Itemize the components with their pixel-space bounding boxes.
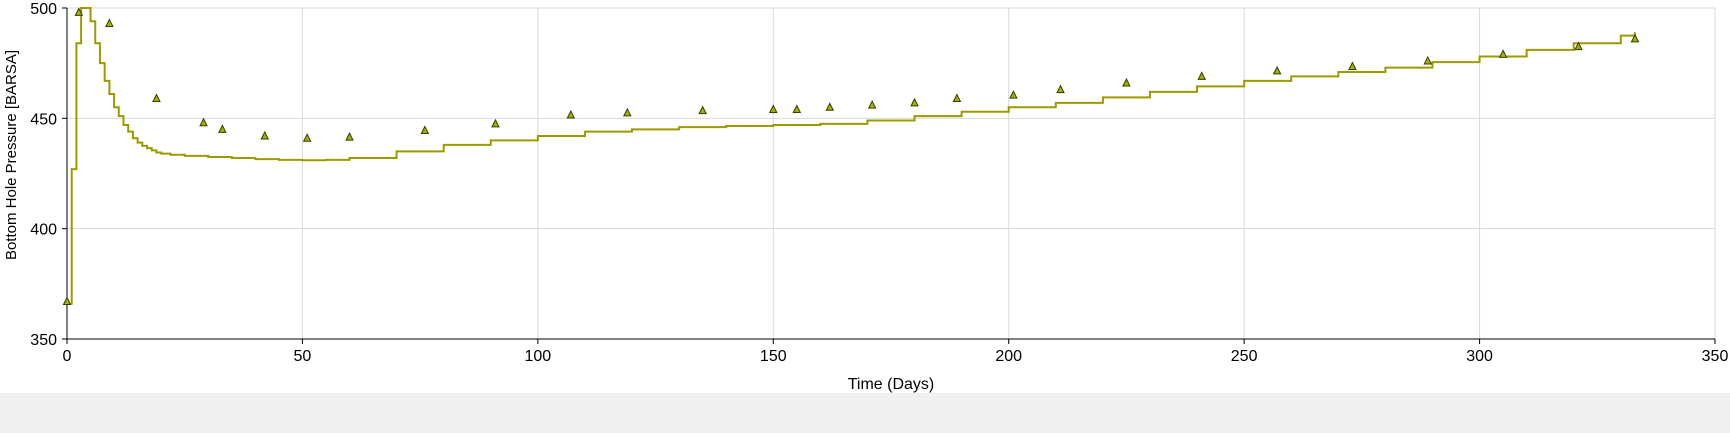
observed-pressure-marker [952, 93, 962, 102]
series-markers [62, 7, 1640, 305]
observed-pressure-marker [792, 104, 802, 114]
x-tick-label: 0 [63, 348, 72, 365]
grid [67, 7, 1716, 340]
observed-pressure-marker [566, 109, 576, 119]
observed-pressure-marker [302, 133, 312, 142]
observed-pressure-marker [1197, 71, 1207, 80]
x-tick-label: 350 [1702, 348, 1729, 365]
x-tick-label: 150 [760, 348, 787, 365]
y-tick-label: 350 [30, 332, 57, 349]
observed-pressure-marker [1122, 77, 1131, 87]
observed-pressure-marker [623, 107, 632, 117]
observed-pressure-marker [698, 105, 707, 115]
x-tick-label: 250 [1231, 348, 1258, 365]
observed-pressure-marker [867, 99, 877, 109]
x-tick-label: 300 [1466, 348, 1493, 365]
observed-pressure-marker [1423, 55, 1433, 65]
series-line [67, 7, 1636, 305]
x-tick-label: 50 [294, 348, 312, 365]
observed-pressure-marker [1348, 61, 1357, 70]
footer-bar [0, 393, 1730, 433]
observed-pressure-marker [768, 104, 778, 114]
y-axis-label: Bottom Hole Pressure [BARSA] [3, 50, 20, 260]
x-tick-label: 200 [995, 348, 1022, 365]
observed-pressure-marker [345, 131, 354, 141]
x-axis-label: Time (Days) [848, 376, 935, 393]
observed-pressure-marker [74, 7, 84, 16]
y-tick-label: 500 [30, 1, 57, 18]
pressure-chart: 0 50 100 150 200 250 300 350 350 400 450 500 Time (… [3, 1, 1728, 393]
observed-pressure-marker [491, 118, 500, 128]
observed-pressure-marker [1009, 90, 1018, 99]
observed-pressure-marker [218, 124, 227, 133]
y-tick-label: 450 [30, 111, 57, 128]
observed-pressure-marker [199, 117, 208, 127]
pressure-step-line [67, 7, 1636, 305]
observed-pressure-marker [260, 130, 270, 140]
observed-pressure-marker [62, 296, 72, 305]
observed-pressure-marker [825, 102, 835, 111]
observed-pressure-marker [1574, 41, 1583, 51]
chart-panel: 0 50 100 150 200 250 300 350 350 400 450 500 Time (… [0, 0, 1730, 393]
axes: 0 50 100 150 200 250 300 350 350 400 450 500 [30, 1, 1728, 365]
observed-pressure-marker [105, 18, 114, 27]
observed-pressure-marker [152, 93, 161, 102]
y-tick-label: 400 [30, 222, 57, 239]
observed-pressure-marker [1498, 49, 1508, 58]
x-tick-label: 100 [525, 348, 552, 365]
observed-pressure-marker [1056, 84, 1065, 94]
observed-pressure-marker [1272, 65, 1282, 75]
observed-pressure-marker [910, 97, 919, 107]
observed-pressure-marker [1630, 33, 1640, 43]
observed-pressure-marker [420, 125, 430, 134]
